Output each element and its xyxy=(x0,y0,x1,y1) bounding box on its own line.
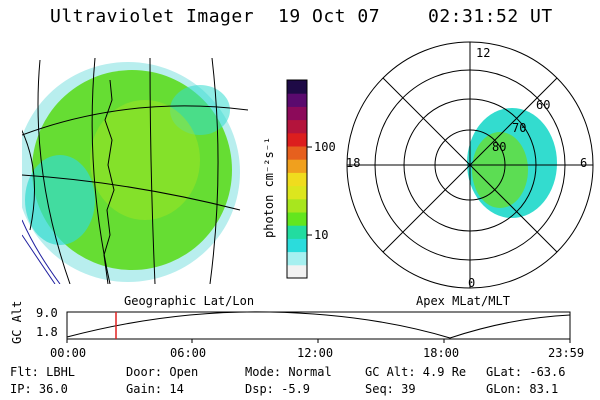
colorbar xyxy=(286,79,312,279)
colorbar-tick-100: 100 xyxy=(314,140,336,154)
colorbar-segment xyxy=(287,225,307,239)
colorbar-segment xyxy=(287,238,307,253)
altitude-ytick-low: 1.8 xyxy=(36,325,58,339)
colorbar-segment xyxy=(287,185,307,200)
info-ip: IP: 36.0 xyxy=(10,382,68,396)
info-mode: Mode: Normal xyxy=(245,365,332,379)
aurora-image-yellow-patch xyxy=(90,100,200,220)
xtick-1800: 18:00 xyxy=(423,346,460,360)
mlt-label-12: 12 xyxy=(476,46,491,60)
colorbar-segment xyxy=(287,80,307,94)
colorbar-segment xyxy=(287,198,307,213)
polar-caption: Apex MLat/MLT xyxy=(416,294,510,308)
colorbar-segment xyxy=(287,132,307,147)
info-gain: Gain: 14 xyxy=(126,382,184,396)
coastline xyxy=(103,79,115,284)
colorbar-segment xyxy=(287,264,307,279)
altitude-ytick-high: 9.0 xyxy=(36,306,58,320)
altitude-curve xyxy=(66,311,571,339)
instrument-title: Ultraviolet Imager xyxy=(50,6,255,27)
colorbar-tick-10: 10 xyxy=(314,228,329,242)
info-glon: GLon: 83.1 xyxy=(486,382,559,396)
colorbar-segment xyxy=(287,119,307,134)
geographic-caption: Geographic Lat/Lon xyxy=(124,294,255,308)
info-flt: Flt: LBHL xyxy=(10,365,76,379)
colorbar-segment xyxy=(287,146,307,160)
xtick-0000: 00:00 xyxy=(50,346,87,360)
mlat-label-80: 80 xyxy=(492,140,507,154)
coastline-3 xyxy=(22,234,56,284)
mlat-label-60: 60 xyxy=(536,98,551,112)
colorbar-unit-label: photon cm⁻²s⁻¹ xyxy=(262,136,276,238)
colorbar-segment xyxy=(287,251,307,266)
mlat-label-70: 70 xyxy=(512,121,527,135)
info-door: Door: Open xyxy=(126,365,199,379)
mlt-label-6: 6 xyxy=(580,156,588,170)
colorbar-segment xyxy=(287,159,307,173)
mlt-label-18: 18 xyxy=(346,156,361,170)
polar-plot xyxy=(346,41,594,289)
time-label: 02:31:52 UT xyxy=(428,6,553,27)
altitude-ylabel: GC Alt xyxy=(10,300,24,344)
info-dsp: Dsp: -5.9 xyxy=(245,382,311,396)
mlt-label-0: 0 xyxy=(468,276,476,290)
coastline-2 xyxy=(22,219,61,284)
xtick-0600: 06:00 xyxy=(170,346,207,360)
info-glat: GLat: -63.6 xyxy=(486,365,566,379)
colorbar-segment xyxy=(287,106,307,121)
aurora-image-cyan-patch-2 xyxy=(170,85,230,135)
xtick-2359: 23:59 xyxy=(548,346,585,360)
colorbar-segment xyxy=(287,93,307,107)
aurora-image-cyan-patch xyxy=(25,155,95,245)
altitude-plot xyxy=(66,311,571,343)
colorbar-segment xyxy=(287,172,307,187)
xtick-1200: 12:00 xyxy=(297,346,334,360)
polar-aurora-core xyxy=(472,132,528,208)
colorbar-segment xyxy=(287,212,307,226)
date-label: 19 Oct 07 xyxy=(278,6,381,27)
info-seq: Seq: 39 xyxy=(365,382,416,396)
info-gc-alt: GC Alt: 4.9 Re xyxy=(365,365,467,379)
